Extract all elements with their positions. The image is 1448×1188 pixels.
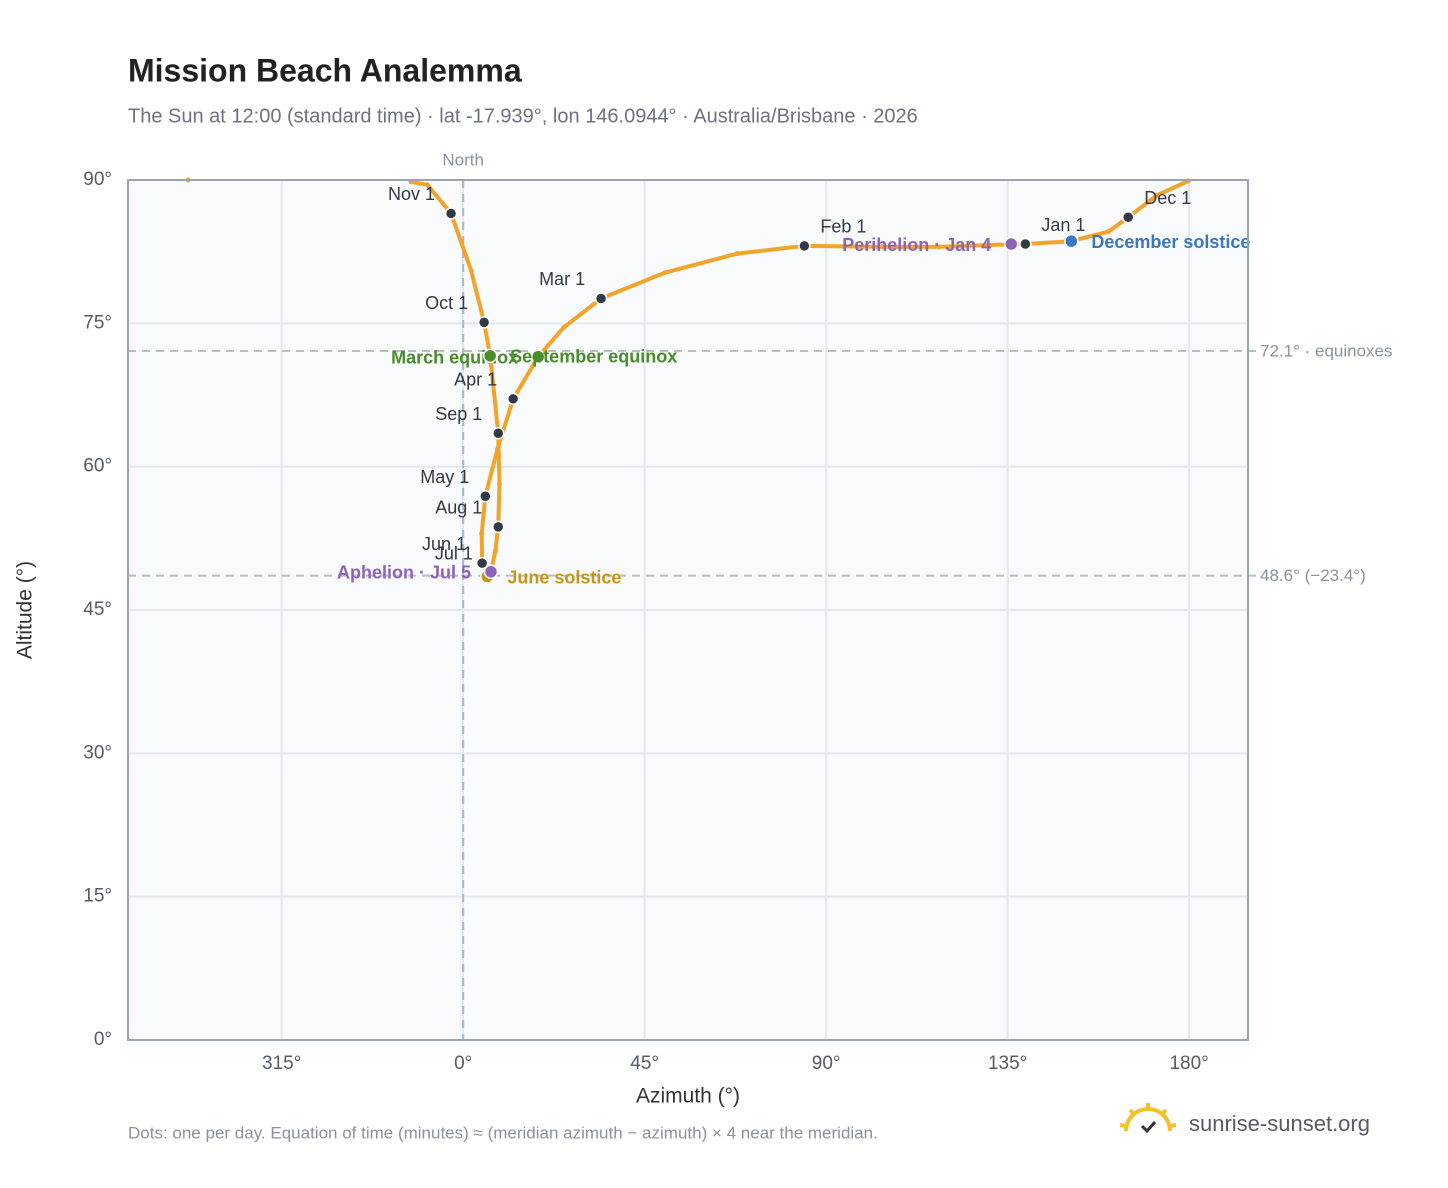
event-label: September equinox (510, 347, 677, 367)
day-dot (936, 244, 942, 250)
x-tick-label: 180° (1169, 1053, 1208, 1074)
day-dot (1154, 192, 1160, 198)
y-tick-label: 30° (83, 742, 112, 763)
footnote: Dots: one per day. Equation of time (min… (128, 1123, 878, 1142)
day-dot (492, 548, 498, 554)
event-marker (1064, 233, 1079, 249)
day-dot (468, 268, 474, 274)
event-label: Aphelion · Jul 5 (337, 563, 471, 583)
event-label: Perihelion · Jan 4 (842, 235, 991, 255)
x-tick-label: 90° (812, 1053, 841, 1074)
y-tick-label: 75° (83, 312, 112, 333)
month-label: Jan 1 (1041, 215, 1085, 235)
north-label: North (442, 150, 484, 169)
month-marker (479, 490, 492, 503)
month-label: Jul 1 (435, 543, 473, 563)
event-marker (483, 564, 499, 580)
reference-label: 72.1° · equinoxes (1260, 342, 1393, 361)
month-marker (475, 556, 489, 570)
month-marker (506, 392, 520, 406)
month-marker (491, 426, 505, 440)
month-marker (477, 316, 491, 329)
month-label: Apr 1 (454, 370, 497, 390)
plot-border (127, 179, 1249, 1041)
month-marker (491, 520, 505, 534)
day-dot (984, 242, 990, 248)
chart-title: Mission Beach Analemma (128, 52, 522, 88)
month-label: Feb 1 (820, 217, 866, 237)
day-dot (561, 324, 567, 330)
day-dot (662, 270, 668, 276)
day-dot (1105, 229, 1111, 235)
month-marker (444, 207, 458, 220)
month-label: Aug 1 (435, 498, 482, 518)
month-label: May 1 (420, 467, 469, 487)
event-label: March equinox (391, 348, 518, 368)
month-label: Sep 1 (435, 404, 482, 424)
month-marker (798, 239, 811, 253)
x-axis-title: Azimuth (°) (636, 1085, 740, 1108)
day-dot (734, 251, 740, 257)
month-label: Oct 1 (425, 293, 468, 313)
x-tick-label: 0° (454, 1053, 472, 1074)
day-dot (496, 481, 502, 487)
day-dot (479, 531, 485, 537)
event-marker (482, 348, 498, 364)
month-label: Nov 1 (388, 184, 435, 204)
x-tick-label: 45° (630, 1053, 659, 1074)
y-tick-label: 0° (94, 1029, 112, 1050)
day-dot (424, 182, 430, 188)
day-dot (494, 446, 500, 452)
month-marker (594, 292, 608, 305)
month-label: Jun 1 (422, 534, 466, 554)
event-label: June solstice (507, 567, 621, 587)
month-label: Dec 1 (1144, 188, 1191, 208)
month-label: Mar 1 (539, 269, 585, 289)
y-tick-label: 90° (83, 169, 112, 190)
day-dot (880, 244, 886, 250)
y-tick-label: 45° (83, 599, 112, 620)
y-tick-label: 60° (83, 456, 112, 477)
event-marker (530, 349, 546, 365)
event-label: December solstice (1091, 232, 1250, 252)
x-tick-label: 315° (262, 1053, 301, 1074)
brand: sunrise-sunset.org (1189, 1111, 1370, 1136)
reference-label: 48.6° (−23.4°) (1260, 566, 1366, 585)
y-axis-title: Altitude (°) (14, 561, 37, 659)
month-marker (1121, 211, 1135, 224)
month-marker (1019, 237, 1032, 251)
x-tick-label: 135° (988, 1053, 1027, 1074)
brand-logo (1119, 1103, 1177, 1134)
y-tick-label: 15° (83, 886, 112, 907)
chart-subtitle: The Sun at 12:00 (standard time) · lat -… (128, 105, 918, 127)
event-marker (1004, 236, 1019, 252)
